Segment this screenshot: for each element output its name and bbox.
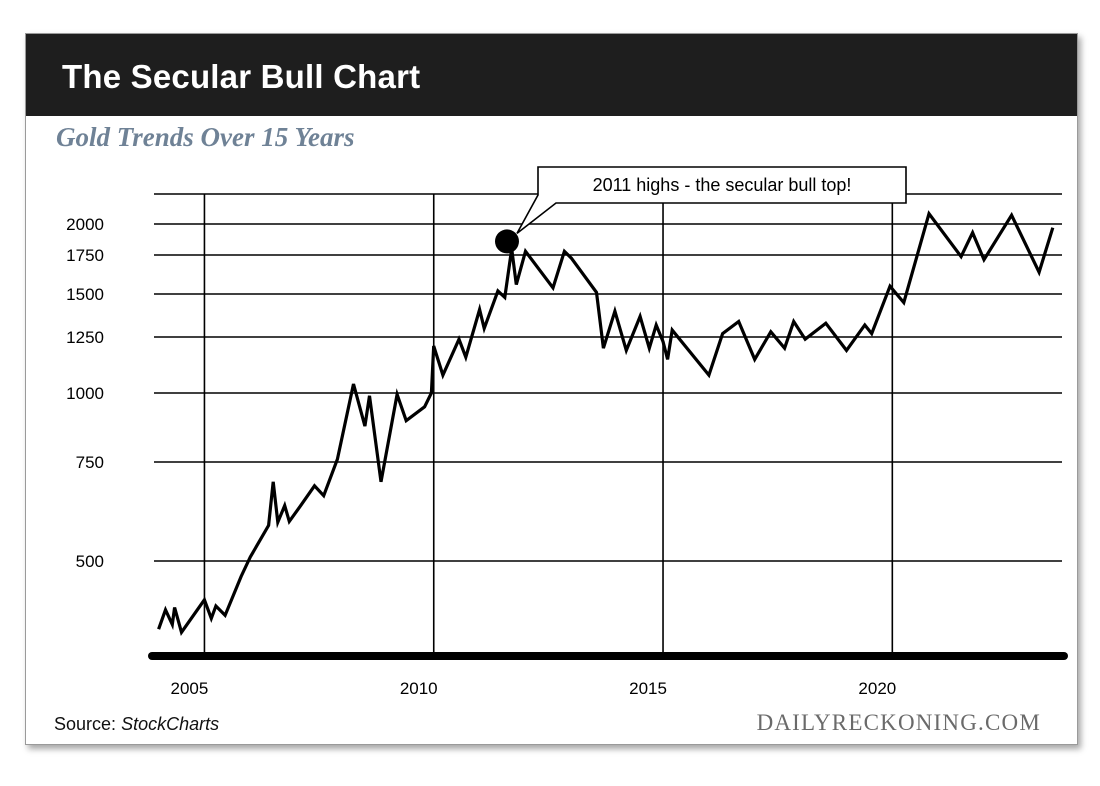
y-tick-label: 500 [76, 552, 104, 571]
title-bar: The Secular Bull Chart [26, 34, 1077, 116]
annotation-callout-box [516, 166, 907, 235]
gold-price-line [157, 210, 1055, 636]
y-tick-label: 1250 [66, 328, 104, 347]
x-tick-label: 2005 [171, 679, 209, 698]
chart-plot: 500 750 1000 1250 1500 1750 2000 2005 2010 2015 20… [66, 166, 1068, 698]
y-tick-label: 750 [76, 453, 104, 472]
source-label: Source: [54, 714, 117, 734]
chart-frame: The Secular Bull Chart Gold Trends Over … [25, 33, 1078, 745]
y-tick-label: 1000 [66, 384, 104, 403]
x-tick-label: 2015 [629, 679, 667, 698]
source-name: StockCharts [121, 714, 220, 734]
y-tick-label: 1750 [66, 246, 104, 265]
x-tick-label: 2020 [858, 679, 896, 698]
brand-logo-text: DAILYRECKONING.COM [756, 710, 1041, 735]
y-tick-label: 2000 [66, 215, 104, 234]
chart-subtitle: Gold Trends Over 15 Years [56, 122, 355, 152]
y-tick-label: 1500 [66, 285, 104, 304]
source-note: Source: StockCharts [54, 714, 219, 735]
peak-marker-dot [494, 229, 519, 254]
chart-title: The Secular Bull Chart [62, 58, 421, 95]
annotation-text: 2011 highs - the secular bull top! [593, 175, 852, 195]
x-tick-label: 2010 [400, 679, 438, 698]
